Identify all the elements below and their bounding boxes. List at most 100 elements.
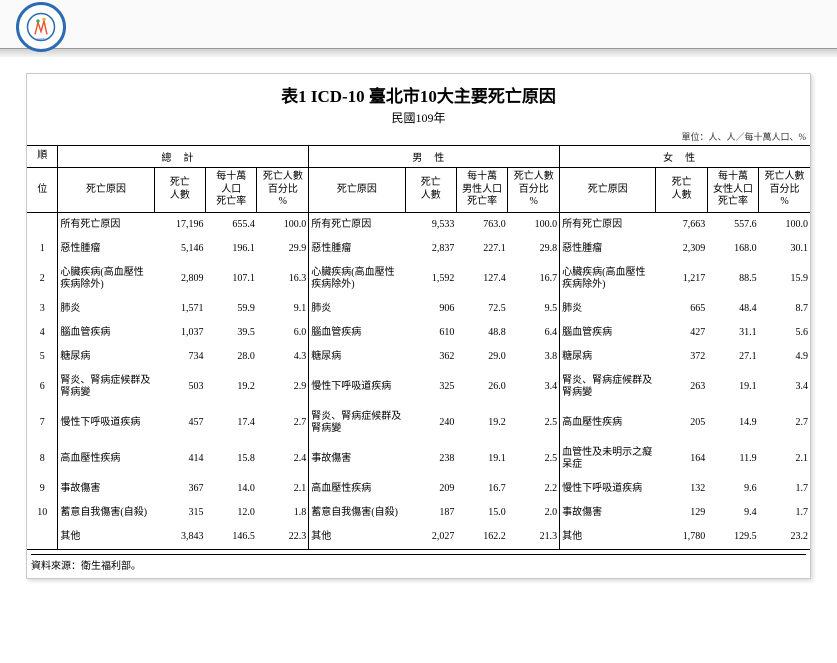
cause-total: 高血壓性疾病 [58, 441, 154, 477]
rank-cell [27, 212, 58, 237]
cause-female: 所有死亡原因 [560, 212, 656, 237]
deaths-female: 7,663 [656, 212, 707, 237]
pct-female: 3.4 [759, 369, 810, 405]
pct-total: 6.0 [257, 321, 309, 345]
pct-total: 22.3 [257, 525, 309, 550]
rate-male: 763.0 [456, 212, 507, 237]
rate-female: 48.4 [707, 297, 758, 321]
cause-total: 事故傷害 [58, 477, 154, 501]
rate-male: 19.1 [456, 441, 507, 477]
deaths-female: 263 [656, 369, 707, 405]
deaths-female: 205 [656, 405, 707, 441]
pct-total: 4.3 [257, 345, 309, 369]
rank-cell: 8 [27, 441, 58, 477]
rate-male: 29.0 [456, 345, 507, 369]
rank-cell: 5 [27, 345, 58, 369]
cause-male: 高血壓性疾病 [309, 477, 405, 501]
rank-header-top: 順 [27, 146, 58, 168]
rate-total: 17.4 [206, 405, 257, 441]
table-row: 3肺炎1,57159.99.1肺炎90672.59.5肺炎66548.48.7 [27, 297, 810, 321]
group-total: 總計 [58, 146, 309, 168]
rate-female: 11.9 [707, 441, 758, 477]
rate-female: 9.6 [707, 477, 758, 501]
cause-total: 腦血管疾病 [58, 321, 154, 345]
rate-male: 227.1 [456, 237, 507, 261]
cause-total: 心臟疾病(高血壓性疾病除外) [58, 261, 154, 297]
rate-female: 31.1 [707, 321, 758, 345]
rate-male: 162.2 [456, 525, 507, 550]
pct-male: 29.8 [508, 237, 560, 261]
deaths-male: 2,027 [405, 525, 456, 550]
pct-female: 1.7 [759, 477, 810, 501]
rank-cell [27, 525, 58, 550]
rank-cell: 6 [27, 369, 58, 405]
col-cause-t: 死亡原因 [58, 168, 154, 213]
deaths-total: 3,843 [154, 525, 205, 550]
rate-male: 19.2 [456, 405, 507, 441]
rate-female: 129.5 [707, 525, 758, 550]
cause-male: 事故傷害 [309, 441, 405, 477]
rate-total: 59.9 [206, 297, 257, 321]
table-row: 5糖尿病73428.04.3糖尿病36229.03.8糖尿病37227.14.9 [27, 345, 810, 369]
pct-total: 2.7 [257, 405, 309, 441]
deaths-male: 2,837 [405, 237, 456, 261]
cause-male: 慢性下呼吸道疾病 [309, 369, 405, 405]
rate-total: 19.2 [206, 369, 257, 405]
cause-female: 慢性下呼吸道疾病 [560, 477, 656, 501]
cause-female: 血管性及未明示之癡呆症 [560, 441, 656, 477]
rank-cell: 4 [27, 321, 58, 345]
group-female: 女性 [560, 146, 810, 168]
deaths-total: 414 [154, 441, 205, 477]
deaths-total: 457 [154, 405, 205, 441]
rank-cell: 1 [27, 237, 58, 261]
pct-male: 3.8 [508, 345, 560, 369]
deaths-total: 5,146 [154, 237, 205, 261]
table-row: 6腎炎、腎病症候群及腎病變50319.22.9慢性下呼吸道疾病32526.03.… [27, 369, 810, 405]
pct-total: 2.4 [257, 441, 309, 477]
deaths-male: 325 [405, 369, 456, 405]
col-rate-f: 每十萬 女性人口 死亡率 [707, 168, 758, 213]
group-male: 男性 [309, 146, 560, 168]
pct-male: 3.4 [508, 369, 560, 405]
header-shadow [0, 49, 837, 57]
rate-female: 557.6 [707, 212, 758, 237]
deaths-female: 665 [656, 297, 707, 321]
deaths-female: 132 [656, 477, 707, 501]
cause-total: 其他 [58, 525, 154, 550]
cause-female: 心臟疾病(高血壓性疾病除外) [560, 261, 656, 297]
deaths-male: 9,533 [405, 212, 456, 237]
rank-cell: 2 [27, 261, 58, 297]
pct-male: 16.7 [508, 261, 560, 297]
rate-female: 19.1 [707, 369, 758, 405]
col-pct-t: 死亡人數 百分比 % [257, 168, 309, 213]
table-row: 8高血壓性疾病41415.82.4事故傷害23819.12.5血管性及未明示之癡… [27, 441, 810, 477]
cause-male: 腦血管疾病 [309, 321, 405, 345]
cause-female: 高血壓性疾病 [560, 405, 656, 441]
rank-cell: 10 [27, 501, 58, 525]
table-body: 所有死亡原因17,196655.4100.0所有死亡原因9,533763.010… [27, 212, 810, 549]
cause-male: 其他 [309, 525, 405, 550]
pct-total: 2.9 [257, 369, 309, 405]
rate-female: 168.0 [707, 237, 758, 261]
table-subtitle: 民國109年 [27, 109, 810, 126]
deaths-female: 427 [656, 321, 707, 345]
rate-female: 27.1 [707, 345, 758, 369]
pct-male: 100.0 [508, 212, 560, 237]
deaths-male: 209 [405, 477, 456, 501]
cause-female: 肺炎 [560, 297, 656, 321]
taipei-logo: TAIPEI [16, 2, 66, 52]
pct-female: 15.9 [759, 261, 810, 297]
pct-male: 2.2 [508, 477, 560, 501]
logo-icon: TAIPEI [26, 12, 56, 42]
pct-male: 2.0 [508, 501, 560, 525]
table-row: 2心臟疾病(高血壓性疾病除外)2,809107.116.3心臟疾病(高血壓性疾病… [27, 261, 810, 297]
deaths-total: 2,809 [154, 261, 205, 297]
col-cause-f: 死亡原因 [560, 168, 656, 213]
rate-female: 88.5 [707, 261, 758, 297]
cause-female: 糖尿病 [560, 345, 656, 369]
cause-male: 心臟疾病(高血壓性疾病除外) [309, 261, 405, 297]
cause-male: 肺炎 [309, 297, 405, 321]
col-pct-m: 死亡人數 百分比 % [508, 168, 560, 213]
pct-total: 29.9 [257, 237, 309, 261]
header-bar: TAIPEI [0, 0, 837, 49]
